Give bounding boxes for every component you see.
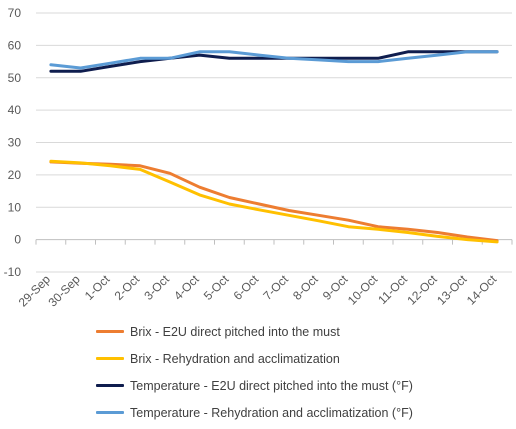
legend-label: Temperature - Rehydration and acclimatiz… [130, 405, 413, 420]
y-tick-label: 30 [8, 136, 22, 150]
legend-item: Brix - E2U direct pitched into the must [96, 318, 413, 345]
y-tick-label: 10 [8, 200, 22, 214]
y-axis: -10 0 10 20 30 40 50 60 70 [4, 6, 22, 279]
y-tick-label: -10 [4, 265, 22, 279]
y-tick-label: 50 [8, 71, 22, 85]
x-tick-label: 2-Oct [112, 272, 143, 303]
series-line-2 [49, 159, 499, 244]
legend-label: Brix - Rehydration and acclimatization [130, 351, 340, 366]
x-tick-label: 6-Oct [231, 272, 262, 303]
x-tick-label: 14-Oct [464, 272, 500, 308]
series-line-3 [49, 50, 499, 73]
x-tick-label: 1-Oct [82, 272, 113, 303]
x-tick-label: 3-Oct [141, 272, 172, 303]
legend-item: Temperature - Rehydration and acclimatiz… [96, 399, 413, 426]
x-tick-label: 12-Oct [404, 272, 440, 308]
x-tick-label: 4-Oct [171, 272, 202, 303]
legend-item: Brix - Rehydration and acclimatization [96, 345, 413, 372]
x-tick-label: 5-Oct [201, 272, 232, 303]
legend-label: Temperature - E2U direct pitched into th… [130, 378, 413, 393]
legend-item: Temperature - E2U direct pitched into th… [96, 372, 413, 399]
legend-swatch [96, 411, 124, 414]
series-line-4 [49, 50, 499, 70]
x-tick-label: 29-Sep [16, 272, 53, 309]
y-tick-label: 0 [14, 233, 21, 247]
gridlines [36, 12, 512, 273]
y-tick-label: 40 [8, 103, 22, 117]
legend-swatch [96, 384, 124, 387]
legend-swatch [96, 330, 124, 333]
x-tick-label: 10-Oct [345, 272, 381, 308]
y-tick-label: 60 [8, 38, 22, 52]
x-tick-label: 13-Oct [434, 272, 470, 308]
x-tick-label: 8-Oct [290, 272, 321, 303]
y-tick-label: 70 [8, 6, 22, 20]
y-tick-label: 20 [8, 168, 22, 182]
x-tick-label: 30-Sep [45, 272, 82, 309]
series-lines [49, 50, 499, 244]
series-line-1 [49, 160, 499, 243]
legend-swatch [96, 357, 124, 360]
x-tick-label: 11-Oct [375, 272, 410, 307]
legend-label: Brix - E2U direct pitched into the must [130, 324, 340, 339]
legend: Brix - E2U direct pitched into the must … [96, 318, 413, 426]
x-tick-label: 7-Oct [260, 272, 291, 303]
